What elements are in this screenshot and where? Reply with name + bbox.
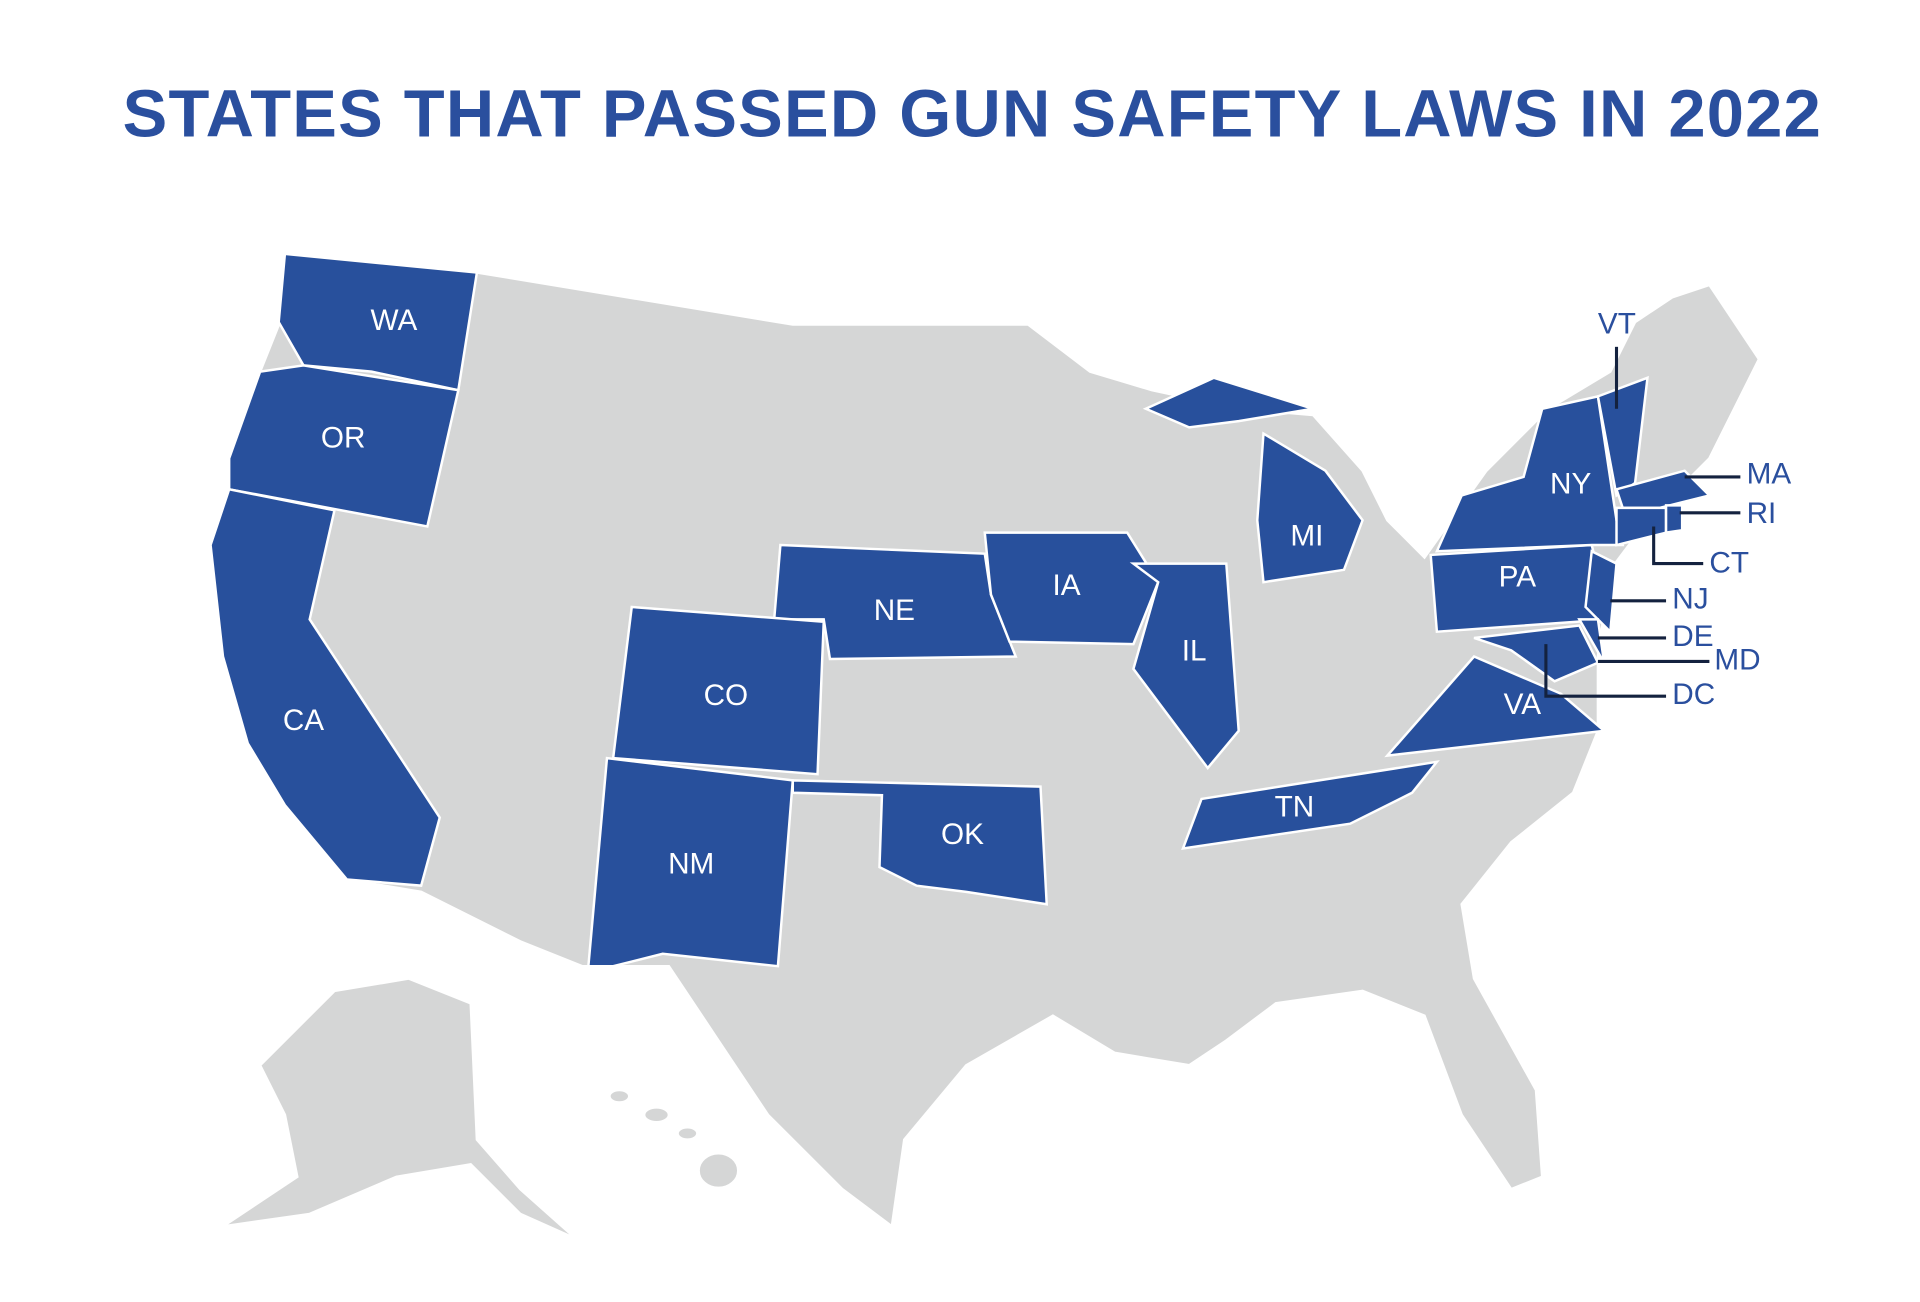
state-label: NE — [874, 594, 915, 627]
state-mi — [1256, 431, 1364, 584]
state-label: NY — [1550, 467, 1591, 500]
alaska — [222, 977, 577, 1240]
state-ny — [1434, 394, 1625, 553]
island — [697, 1151, 740, 1190]
callout-label: MA — [1747, 458, 1792, 491]
state-ca — [209, 487, 442, 887]
state-label: IA — [1052, 569, 1080, 602]
state-tn — [1181, 760, 1440, 851]
leader-dc — [1544, 644, 1667, 698]
callout-label: NJ — [1672, 583, 1708, 616]
state-de — [1577, 618, 1606, 664]
map-title: STATES THAT PASSED GUN SAFETY LAWS IN 20… — [123, 76, 1822, 151]
state-label: CA — [283, 704, 324, 737]
state-ri — [1664, 504, 1684, 535]
state-ia — [983, 531, 1160, 646]
callout-label: MD — [1714, 643, 1760, 676]
state-wa — [277, 252, 479, 392]
state-il — [1129, 562, 1240, 770]
state-va — [1384, 655, 1608, 758]
callout-label: CT — [1709, 547, 1749, 580]
state-label: NM — [668, 848, 714, 881]
state-label: OK — [941, 818, 984, 851]
island — [608, 1088, 631, 1104]
state-label: IL — [1182, 635, 1207, 668]
us-mainland — [209, 252, 1761, 1229]
state-label: CO — [704, 679, 749, 712]
state-ok — [791, 779, 1049, 906]
state-label: PA — [1499, 560, 1537, 593]
island — [642, 1106, 671, 1124]
hawaii — [608, 1088, 740, 1190]
map-body: STATES THAT PASSED GUN SAFETY LAWS IN 20… — [123, 76, 1822, 1240]
state-nj — [1584, 549, 1618, 635]
state-ct — [1615, 506, 1668, 547]
callout-label: DC — [1672, 678, 1715, 711]
state-ma — [1614, 469, 1712, 510]
leader-ct — [1652, 526, 1704, 566]
state-label: TN — [1275, 791, 1315, 824]
state-label: WA — [371, 304, 418, 337]
callout-label: RI — [1747, 497, 1777, 530]
state-co — [611, 605, 826, 776]
state-label: VA — [1504, 688, 1542, 721]
state-label: OR — [321, 422, 366, 455]
island — [676, 1125, 699, 1141]
state-label: MI — [1290, 519, 1323, 552]
highlighted-states — [209, 252, 1712, 968]
callout-label: VT — [1598, 308, 1636, 341]
callout-label: DE — [1672, 620, 1713, 653]
leader-lines — [1544, 346, 1741, 698]
state-md — [1473, 624, 1600, 683]
state-mi-up — [1142, 376, 1314, 429]
